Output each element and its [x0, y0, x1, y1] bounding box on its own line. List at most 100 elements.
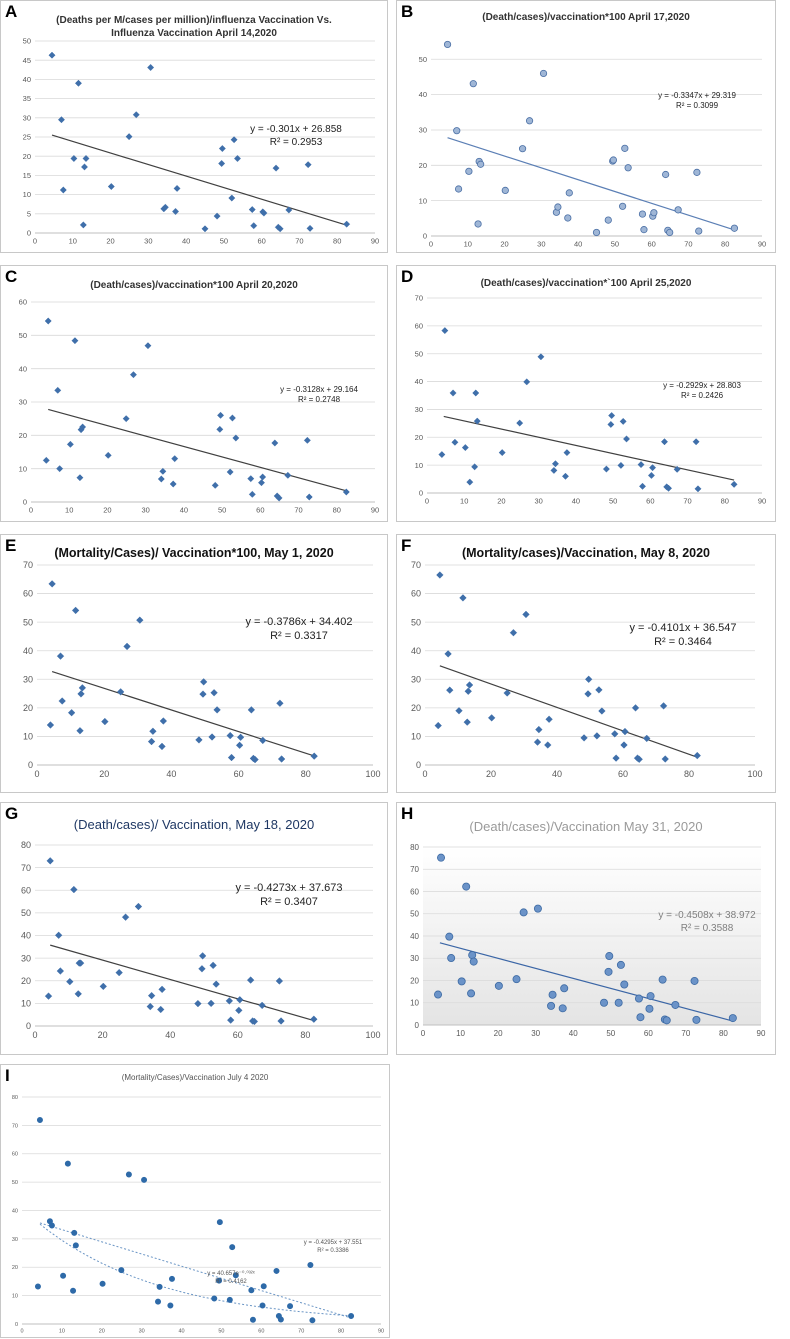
- data-point: [146, 1002, 154, 1011]
- x-tick-label: 10: [460, 497, 468, 506]
- data-point: [125, 1171, 132, 1178]
- y-tick-label: 10: [419, 196, 427, 205]
- data-point: [728, 1014, 737, 1023]
- data-point: [70, 155, 78, 162]
- y-tick-label: 60: [23, 589, 33, 599]
- data-point: [198, 965, 206, 973]
- data-point: [216, 1277, 223, 1284]
- data-point: [451, 438, 459, 446]
- data-point: [115, 968, 123, 977]
- data-point: [693, 168, 701, 176]
- y-tick-label: 30: [23, 113, 31, 122]
- data-point: [343, 220, 351, 228]
- data-point: [249, 1316, 256, 1323]
- data-point: [71, 1229, 78, 1236]
- data-point: [635, 755, 643, 763]
- y-tick-label: 50: [410, 910, 419, 919]
- r-squared-text: R² = 0.3464: [654, 636, 712, 649]
- data-point: [195, 736, 203, 744]
- data-point: [503, 689, 511, 697]
- data-point: [147, 737, 156, 746]
- y-tick-label: 20: [21, 976, 31, 986]
- x-tick-label: 100: [747, 769, 762, 779]
- x-tick-label: 10: [464, 240, 472, 249]
- data-point: [342, 488, 350, 496]
- data-point: [621, 144, 629, 152]
- equation-text: y = -0.4295x + 37.551: [303, 1240, 363, 1246]
- trendline-equation-e: y = -0.3786x + 34.402 R² = 0.3317: [239, 615, 359, 644]
- data-point: [76, 727, 84, 735]
- data-point: [469, 957, 478, 966]
- data-point: [650, 209, 658, 217]
- data-point: [673, 465, 681, 473]
- x-tick-label: 20: [99, 769, 109, 779]
- data-point: [646, 992, 655, 1001]
- equation-text: y = -0.4508x + 38.972: [658, 910, 756, 921]
- data-point: [639, 482, 646, 490]
- x-tick-label: 80: [333, 506, 341, 515]
- data-point: [660, 438, 668, 446]
- data-point: [201, 225, 209, 233]
- chart-plot-c: 0 10 20 30 40 50 60 0 10 20 30 40 50 60 70 80 90: [19, 298, 380, 515]
- x-tick-label: 90: [758, 240, 766, 249]
- x-tick-label: 10: [59, 1329, 65, 1335]
- x-tick-label: 20: [486, 769, 496, 779]
- data-point: [463, 718, 471, 726]
- trendline-equation-i-linear: y = -0.4295x + 37.551 R² = 0.3386: [293, 1240, 373, 1256]
- data-point: [173, 184, 181, 192]
- data-point: [348, 1313, 355, 1320]
- x-tick-label: 90: [757, 1029, 766, 1038]
- x-tick-label: 90: [378, 1329, 384, 1335]
- data-point: [494, 981, 503, 990]
- data-point: [99, 982, 107, 991]
- data-point: [519, 908, 528, 917]
- data-point: [634, 994, 643, 1003]
- y-tick-label: 0: [419, 489, 423, 498]
- chart-title-g: (Death/cases)/ Vaccination, May 18, 2020: [73, 817, 315, 832]
- data-point: [211, 1295, 218, 1302]
- data-point: [216, 1219, 223, 1226]
- data-point: [229, 1244, 236, 1251]
- data-point: [70, 885, 78, 894]
- data-point: [198, 952, 207, 960]
- data-point: [437, 853, 446, 862]
- x-tick-label: 40: [180, 506, 188, 515]
- x-tick-label: 30: [534, 497, 542, 506]
- data-point: [123, 642, 131, 651]
- y-tick-label: 30: [21, 953, 31, 963]
- x-tick-label: 60: [256, 506, 264, 515]
- data-point: [228, 414, 236, 422]
- data-point: [619, 202, 627, 210]
- data-point: [257, 479, 265, 487]
- equation-text: y = -0.3786x + 34.402: [245, 616, 353, 628]
- chart-title-e: (Mortality/Cases)/ Vaccination*100, May …: [54, 546, 334, 560]
- trendline-equation-c: y = -0.3128x + 29.164 R² = 0.2748: [269, 385, 369, 406]
- data-point: [232, 1272, 239, 1279]
- y-tick-label: 0: [27, 229, 31, 238]
- y-tick-label: 80: [21, 840, 31, 850]
- x-tick-label: 30: [537, 240, 545, 249]
- data-point: [217, 411, 225, 419]
- trendline-equation-g: y = -0.4273x + 37.673 R² = 0.3407: [229, 881, 349, 910]
- y-tick-label: 20: [415, 433, 423, 442]
- data-point: [620, 741, 628, 749]
- data-point: [447, 954, 456, 963]
- data-point: [132, 111, 140, 119]
- data-point: [213, 706, 221, 714]
- x-tick-label: 40: [178, 1329, 184, 1335]
- data-point: [467, 989, 476, 998]
- linear-trendline: [51, 134, 347, 226]
- data-point: [309, 1317, 316, 1324]
- data-point: [232, 434, 240, 442]
- chart-title-c: (Death/cases)/vaccination*100 April 20,2…: [90, 280, 298, 291]
- data-point: [42, 456, 50, 464]
- data-point: [619, 417, 627, 425]
- chart-plot-e: 0 10 20 30 40 50 60 70 0 20 40 60 80 100: [23, 560, 381, 779]
- x-tick-label: 100: [365, 769, 380, 779]
- data-point: [310, 752, 318, 760]
- x-tick-label: 60: [644, 1029, 653, 1038]
- x-tick-label: 100: [365, 1030, 380, 1040]
- x-tick-label: 40: [569, 1029, 578, 1038]
- data-point: [64, 1160, 71, 1167]
- y-tick-label: 40: [23, 75, 31, 84]
